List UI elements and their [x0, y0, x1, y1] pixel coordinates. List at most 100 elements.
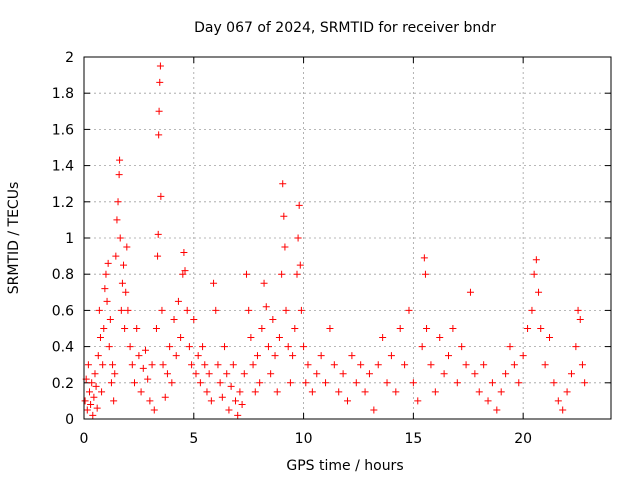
data-point-marker	[524, 325, 532, 332]
data-point-marker	[480, 361, 488, 369]
data-point-marker	[126, 343, 134, 351]
data-point-marker	[190, 315, 198, 323]
x-tick-label: 0	[80, 431, 89, 447]
data-point-marker	[335, 388, 343, 396]
x-tick-label: 5	[189, 431, 198, 447]
data-point-marker	[192, 370, 200, 378]
x-tick-label: 15	[404, 431, 422, 447]
data-point-marker	[258, 325, 266, 332]
data-point-marker	[554, 397, 562, 405]
data-point-marker	[304, 361, 312, 369]
data-point-marker	[510, 361, 518, 369]
data-point-marker	[227, 382, 235, 390]
y-axis-label: SRMTID / TECUs	[6, 182, 22, 295]
data-point-marker	[392, 388, 400, 396]
data-point-marker	[291, 325, 299, 332]
data-point-marker	[322, 379, 330, 387]
data-point-marker	[102, 270, 110, 278]
data-point-marker	[110, 397, 118, 405]
y-tick-label: 0.4	[52, 340, 74, 356]
data-point-marker	[379, 334, 387, 342]
data-point-marker	[141, 346, 149, 354]
data-point-marker	[530, 270, 538, 278]
data-point-marker	[361, 388, 369, 396]
data-point-marker	[449, 325, 457, 332]
data-point-marker	[115, 171, 123, 179]
data-point-marker	[297, 306, 305, 314]
y-tick-label: 2	[65, 50, 74, 66]
data-point-marker	[348, 352, 356, 360]
data-point-marker	[122, 288, 130, 296]
data-point-marker	[326, 325, 334, 332]
y-tick-label: 0.8	[52, 267, 74, 283]
data-point-marker	[155, 131, 163, 139]
data-point-marker	[210, 279, 218, 287]
data-point-marker	[339, 370, 347, 378]
data-point-marker	[214, 361, 222, 369]
data-point-marker	[91, 370, 99, 378]
data-point-marker	[405, 306, 413, 314]
data-point-marker	[256, 379, 264, 387]
data-point-marker	[576, 315, 584, 323]
data-point-marker	[242, 270, 250, 278]
plot-frame	[83, 56, 612, 420]
data-point-marker	[83, 406, 91, 414]
data-point-marker	[401, 361, 409, 369]
data-point-marker	[294, 234, 302, 242]
data-point-marker	[280, 212, 288, 220]
y-tick-label: 1	[65, 231, 74, 247]
data-point-marker	[148, 361, 156, 369]
data-point-marker	[159, 361, 167, 369]
data-point-marker	[113, 216, 121, 224]
data-point-marker	[99, 361, 107, 369]
data-point-marker	[262, 303, 270, 311]
data-point-marker	[123, 243, 131, 251]
data-point-marker	[128, 361, 136, 369]
data-point-marker	[357, 361, 365, 369]
data-point-marker	[445, 352, 453, 360]
data-point-marker	[396, 325, 404, 332]
data-point-marker	[251, 388, 259, 396]
data-point-marker	[158, 306, 166, 314]
data-point-marker	[196, 379, 204, 387]
data-point-marker	[181, 267, 189, 275]
data-point-marker	[236, 388, 244, 396]
data-point-marker	[238, 401, 246, 409]
data-point-marker	[493, 406, 501, 414]
data-point-marker	[100, 325, 108, 332]
data-point-marker	[475, 388, 483, 396]
data-point-marker	[282, 306, 290, 314]
data-point-marker	[199, 343, 207, 351]
data-point-marker	[203, 388, 211, 396]
data-point-marker	[229, 361, 237, 369]
data-point-marker	[245, 306, 253, 314]
data-point-marker	[163, 370, 171, 378]
data-point-marker	[223, 370, 231, 378]
data-point-marker	[550, 379, 558, 387]
data-point-marker	[133, 325, 141, 332]
data-point-marker	[436, 334, 444, 342]
data-point-marker	[85, 388, 93, 396]
data-point-marker	[284, 343, 292, 351]
data-point-marker	[212, 306, 220, 314]
data-point-marker	[421, 270, 429, 278]
data-point-marker	[563, 388, 571, 396]
data-point-marker	[295, 201, 303, 209]
data-point-marker	[420, 254, 428, 262]
data-point-marker	[383, 379, 391, 387]
data-point-marker	[232, 397, 240, 405]
data-point-marker	[87, 401, 95, 409]
data-point-marker	[267, 370, 275, 378]
data-point-marker	[94, 352, 102, 360]
y-tick-label: 1.4	[52, 159, 74, 175]
data-point-marker	[278, 270, 286, 278]
data-point-marker	[183, 306, 191, 314]
data-point-marker	[308, 388, 316, 396]
data-point-marker	[105, 343, 113, 351]
data-point-marker	[135, 352, 143, 360]
data-point-marker	[161, 393, 169, 401]
data-point-marker	[414, 397, 422, 405]
data-point-marker	[427, 361, 435, 369]
data-point-marker	[296, 261, 304, 269]
data-point-marker	[107, 379, 115, 387]
